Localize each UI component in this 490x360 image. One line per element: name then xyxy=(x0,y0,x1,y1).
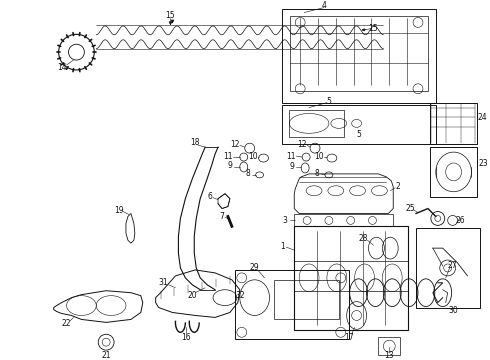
Text: 21: 21 xyxy=(101,351,111,360)
Text: 12: 12 xyxy=(297,140,307,149)
Text: 18: 18 xyxy=(191,138,200,147)
Text: 20: 20 xyxy=(188,291,197,300)
Text: 10: 10 xyxy=(314,152,324,161)
Text: 1: 1 xyxy=(280,242,285,251)
Text: 27: 27 xyxy=(448,261,458,270)
Text: 15: 15 xyxy=(368,24,378,33)
Text: 11: 11 xyxy=(287,152,296,161)
Text: 22: 22 xyxy=(62,319,72,328)
Text: 9: 9 xyxy=(227,162,232,171)
Text: 4: 4 xyxy=(321,1,326,10)
Text: 6: 6 xyxy=(208,192,213,201)
Text: 3: 3 xyxy=(282,216,287,225)
Polygon shape xyxy=(218,194,230,208)
Text: 29: 29 xyxy=(250,264,260,273)
Text: 12: 12 xyxy=(230,140,240,149)
Text: 31: 31 xyxy=(159,278,169,287)
Text: 9: 9 xyxy=(290,162,294,171)
Bar xyxy=(378,337,400,355)
Text: 24: 24 xyxy=(478,113,487,122)
Text: 8: 8 xyxy=(315,170,319,179)
Polygon shape xyxy=(126,213,135,243)
Text: 23: 23 xyxy=(479,159,488,168)
Bar xyxy=(282,9,436,103)
Bar xyxy=(294,226,408,330)
Text: 13: 13 xyxy=(385,351,394,360)
Bar xyxy=(294,215,393,226)
Text: 5: 5 xyxy=(326,97,331,106)
Text: 7: 7 xyxy=(220,212,224,221)
Text: 5: 5 xyxy=(356,130,361,139)
Polygon shape xyxy=(54,291,143,323)
Text: 25: 25 xyxy=(405,204,415,213)
Text: 32: 32 xyxy=(235,291,245,300)
Text: 19: 19 xyxy=(114,206,124,215)
Text: 15: 15 xyxy=(166,11,175,20)
Text: 16: 16 xyxy=(181,333,191,342)
Bar xyxy=(282,105,436,144)
Polygon shape xyxy=(156,270,240,318)
Bar xyxy=(430,147,477,197)
Text: 14: 14 xyxy=(57,63,67,72)
Text: 2: 2 xyxy=(396,182,400,191)
Bar xyxy=(289,109,344,137)
Bar xyxy=(235,270,349,339)
Text: 10: 10 xyxy=(248,152,257,161)
Text: 11: 11 xyxy=(223,152,233,161)
Bar xyxy=(290,17,428,91)
Bar xyxy=(430,103,477,144)
Polygon shape xyxy=(294,174,393,213)
Bar xyxy=(274,280,339,319)
Text: 28: 28 xyxy=(359,234,368,243)
Text: 8: 8 xyxy=(245,170,250,179)
Text: 26: 26 xyxy=(456,216,466,225)
Bar xyxy=(416,228,480,307)
Text: 17: 17 xyxy=(344,333,353,342)
Text: 30: 30 xyxy=(449,306,459,315)
